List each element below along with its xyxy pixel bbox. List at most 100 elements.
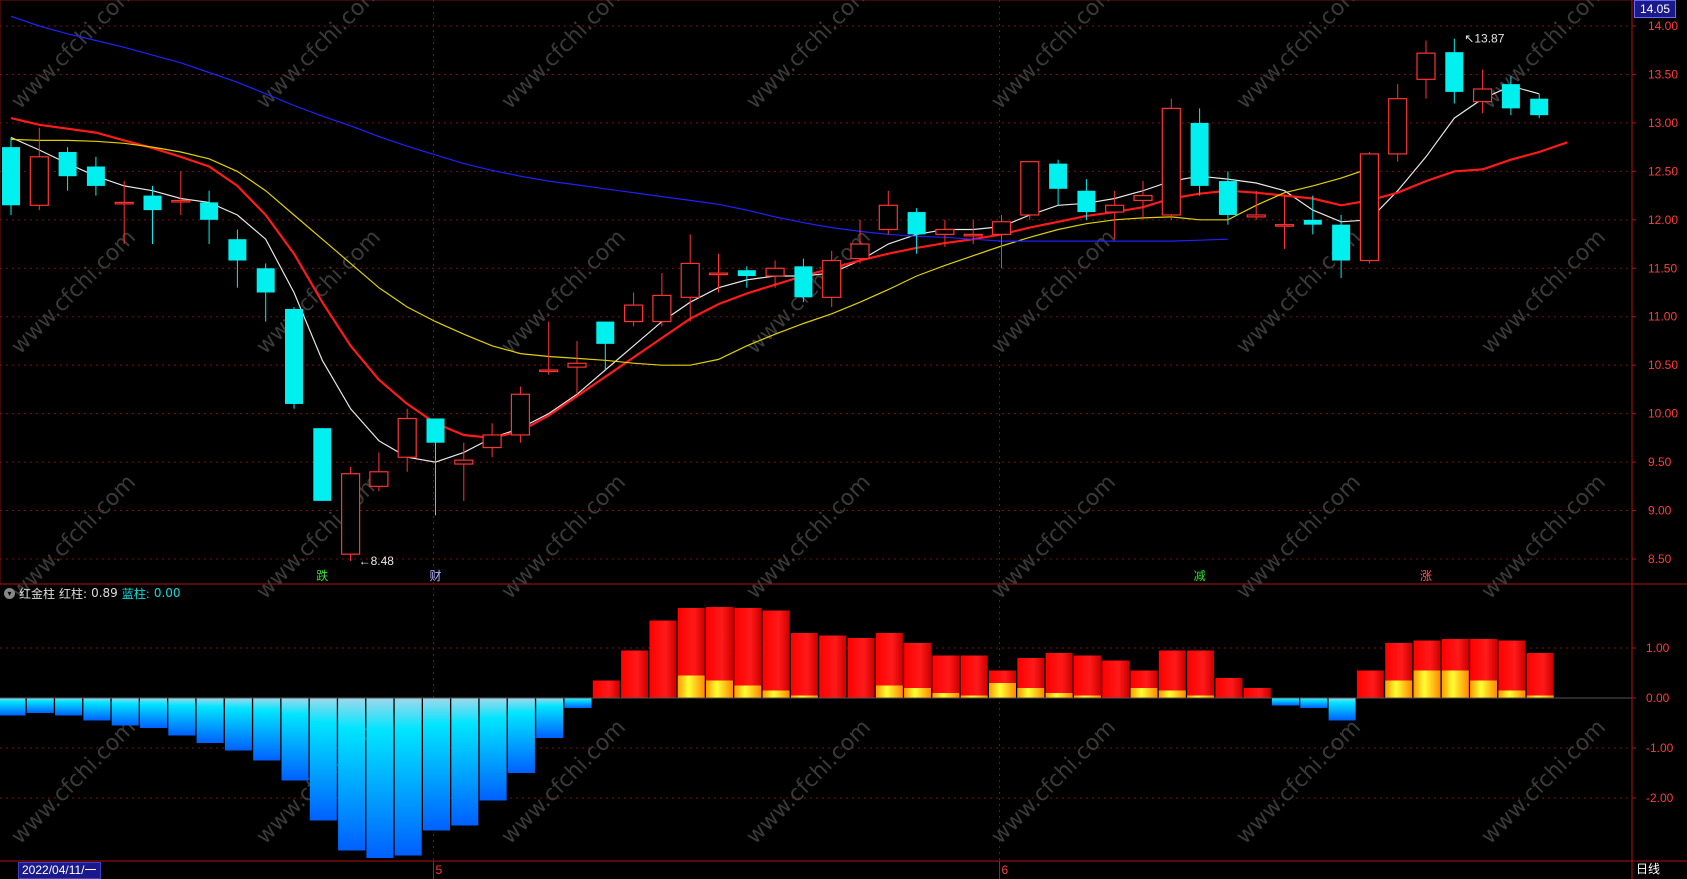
candle[interactable] bbox=[285, 307, 303, 409]
gold-bar bbox=[904, 688, 932, 698]
candle[interactable] bbox=[623, 292, 644, 327]
ma-line-ma60 bbox=[10, 15, 1228, 242]
candle[interactable] bbox=[652, 273, 672, 327]
gold-bar bbox=[1045, 693, 1073, 698]
candle[interactable] bbox=[1161, 98, 1181, 220]
candle[interactable] bbox=[256, 263, 275, 322]
candle[interactable] bbox=[1218, 171, 1237, 225]
candle[interactable] bbox=[567, 340, 587, 395]
candle-body bbox=[1049, 163, 1068, 189]
candle[interactable] bbox=[878, 190, 898, 235]
candle[interactable] bbox=[1274, 195, 1295, 249]
candle[interactable] bbox=[1472, 69, 1493, 114]
candle-body bbox=[1303, 219, 1322, 225]
candle[interactable] bbox=[1359, 151, 1380, 264]
candle-body bbox=[1388, 98, 1408, 155]
high-price-annotation: ↖13.87 bbox=[1464, 32, 1504, 46]
candle-body bbox=[369, 471, 389, 487]
ma-line-ma10 bbox=[10, 117, 1568, 440]
candle[interactable] bbox=[1133, 181, 1153, 220]
candle[interactable] bbox=[822, 250, 842, 308]
blue-bar-label: 蓝柱: bbox=[121, 586, 150, 601]
candle[interactable] bbox=[850, 219, 870, 264]
candle[interactable] bbox=[313, 428, 332, 501]
candle-body bbox=[935, 228, 955, 235]
candle[interactable] bbox=[907, 208, 926, 254]
candle-body bbox=[850, 243, 870, 260]
candle[interactable] bbox=[1190, 108, 1209, 196]
red-bar bbox=[1356, 670, 1384, 698]
candle[interactable] bbox=[1049, 159, 1068, 206]
candle[interactable] bbox=[1530, 93, 1549, 119]
candle[interactable] bbox=[765, 260, 785, 288]
candle[interactable] bbox=[454, 442, 474, 501]
candle[interactable] bbox=[794, 258, 813, 303]
y-tick-label: 1.00 bbox=[1646, 641, 1670, 655]
candle[interactable] bbox=[1303, 195, 1322, 235]
candle-body bbox=[58, 151, 77, 177]
candle[interactable] bbox=[1445, 38, 1464, 104]
gold-bar bbox=[1073, 695, 1101, 698]
candle[interactable] bbox=[1246, 190, 1266, 220]
gold-bar bbox=[1413, 670, 1441, 698]
indicator-legend: ▾ 红金柱 红柱: 0.89 蓝柱: 0.00 bbox=[4, 585, 181, 601]
watermark-text: www.cfchi.com bbox=[7, 715, 141, 849]
candle[interactable] bbox=[143, 185, 162, 245]
candle[interactable] bbox=[1416, 40, 1436, 99]
candle[interactable] bbox=[991, 214, 1012, 269]
candle[interactable] bbox=[708, 253, 729, 293]
candle[interactable] bbox=[963, 219, 983, 245]
candle[interactable] bbox=[539, 321, 559, 375]
candle[interactable] bbox=[58, 147, 77, 191]
candle-body bbox=[114, 201, 134, 205]
red-bar bbox=[819, 635, 847, 698]
candle[interactable] bbox=[29, 127, 49, 211]
candle[interactable] bbox=[596, 321, 615, 371]
candle[interactable] bbox=[171, 171, 191, 215]
gold-bar bbox=[790, 695, 818, 698]
blue-bar bbox=[451, 698, 479, 826]
red-bar bbox=[932, 655, 960, 698]
y-tick-label: 11.00 bbox=[1648, 310, 1677, 324]
blue-bar bbox=[507, 698, 535, 773]
candle[interactable] bbox=[1332, 214, 1351, 278]
candle[interactable] bbox=[114, 181, 134, 245]
candle-body bbox=[143, 195, 162, 211]
candle[interactable] bbox=[86, 156, 105, 196]
blue-bar bbox=[1328, 698, 1356, 721]
candle[interactable] bbox=[426, 418, 445, 516]
candle[interactable] bbox=[397, 408, 417, 472]
blue-bar bbox=[366, 698, 394, 858]
candle[interactable] bbox=[1077, 179, 1096, 220]
candle[interactable] bbox=[737, 266, 756, 288]
candle-body bbox=[991, 221, 1012, 235]
date-cursor-text: 2022/04/11/一 bbox=[22, 863, 97, 877]
period-label[interactable]: 日线 bbox=[1636, 862, 1660, 877]
candle[interactable] bbox=[369, 452, 389, 492]
price-badge: 14.05 bbox=[1634, 0, 1676, 18]
watermark-text: www.cfchi.com bbox=[1232, 0, 1366, 114]
gold-bar bbox=[932, 693, 960, 698]
candle[interactable] bbox=[680, 234, 700, 322]
gold-bar bbox=[1187, 695, 1215, 698]
candle[interactable] bbox=[1501, 76, 1520, 116]
blue-bar bbox=[309, 698, 337, 821]
collapse-icon[interactable]: ▾ bbox=[4, 587, 15, 599]
candle[interactable] bbox=[1388, 84, 1408, 162]
candle[interactable] bbox=[1105, 190, 1125, 240]
candle[interactable] bbox=[935, 219, 955, 247]
red-bar bbox=[1158, 650, 1186, 698]
candle[interactable] bbox=[228, 229, 247, 288]
candle[interactable] bbox=[482, 423, 502, 458]
candle-body bbox=[652, 294, 672, 323]
candle[interactable] bbox=[2, 137, 20, 215]
candle[interactable] bbox=[1020, 161, 1040, 220]
watermark-text: www.cfchi.com bbox=[1232, 715, 1366, 849]
watermark-text: www.cfchi.com bbox=[7, 0, 141, 114]
candle[interactable] bbox=[510, 386, 530, 443]
low-price-annotation: ←8.48 bbox=[359, 554, 395, 568]
candle[interactable] bbox=[341, 466, 361, 561]
blue-bar bbox=[423, 698, 450, 831]
candle[interactable] bbox=[200, 190, 219, 245]
